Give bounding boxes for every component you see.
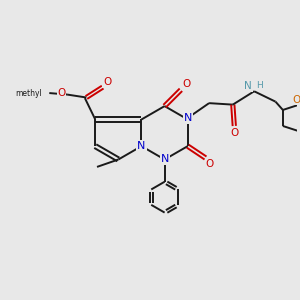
Text: O: O [292,95,300,105]
Text: N: N [137,141,146,151]
Text: O: O [230,128,238,137]
Text: O: O [182,80,190,89]
Text: N: N [244,81,252,91]
Text: O: O [206,159,214,169]
Text: N: N [160,154,169,164]
Text: H: H [256,81,263,90]
Text: O: O [103,77,111,87]
Text: O: O [57,88,66,98]
Text: N: N [184,113,192,123]
Text: methyl: methyl [15,88,42,98]
